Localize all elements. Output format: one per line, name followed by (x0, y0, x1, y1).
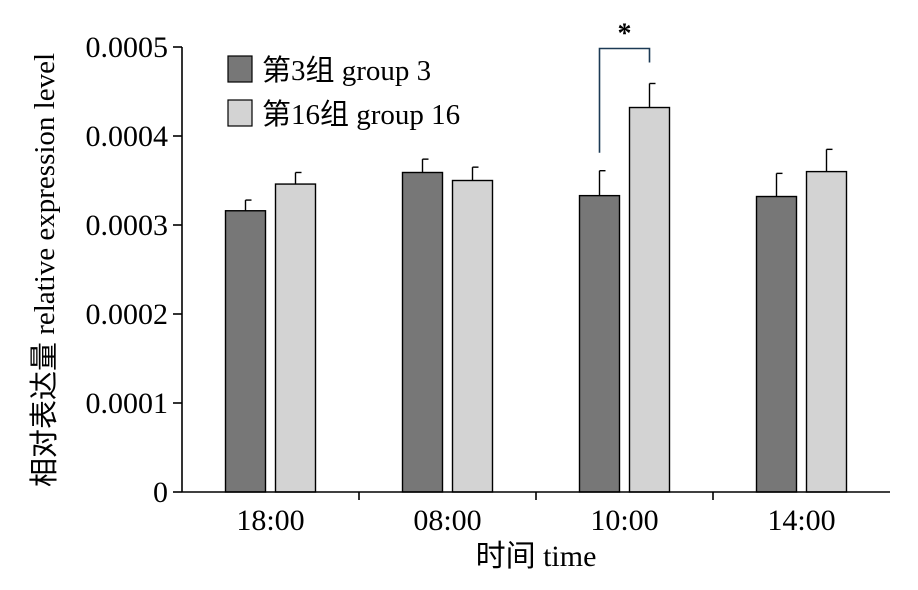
y-tick-label: 0.0005 (86, 31, 169, 64)
x-tick-label: 08:00 (413, 504, 481, 537)
x-tick-label: 18:00 (236, 504, 304, 537)
x-tick-label: 14:00 (767, 504, 835, 537)
bar (628, 106, 671, 493)
y-tick-label: 0.0001 (86, 387, 169, 420)
bar (224, 210, 267, 493)
bar (401, 171, 444, 493)
legend-label: 第3组 group 3 (262, 54, 431, 87)
plot-area (224, 82, 848, 493)
y-axis-label: 相对表达量 relative expression level (28, 53, 61, 487)
legend: 第3组 group 3 第16组 group 16 (227, 54, 460, 131)
x-axis-ticks: 18:00 08:00 10:00 14:00 (236, 492, 836, 537)
y-axis-ticks: 0 0.0001 0.0002 0.0003 0.0004 0.0005 (86, 31, 182, 509)
legend-swatch (227, 55, 253, 83)
y-tick-label: 0.0004 (86, 120, 169, 153)
bar (755, 195, 798, 493)
legend-label: 第16组 group 16 (262, 98, 460, 131)
y-tick-label: 0.0002 (86, 298, 169, 331)
significance-bracket (598, 47, 651, 153)
significance-star: * (618, 18, 632, 49)
significance-annotations: * (598, 18, 651, 153)
bar (578, 194, 621, 493)
y-tick-label: 0.0003 (86, 209, 169, 242)
bar (451, 179, 494, 493)
y-tick-label: 0 (153, 476, 168, 509)
x-tick-label: 10:00 (590, 504, 658, 537)
bar (805, 170, 848, 493)
x-axis-label: 时间 time (476, 540, 597, 573)
bar (274, 183, 317, 493)
legend-swatch (227, 99, 253, 127)
